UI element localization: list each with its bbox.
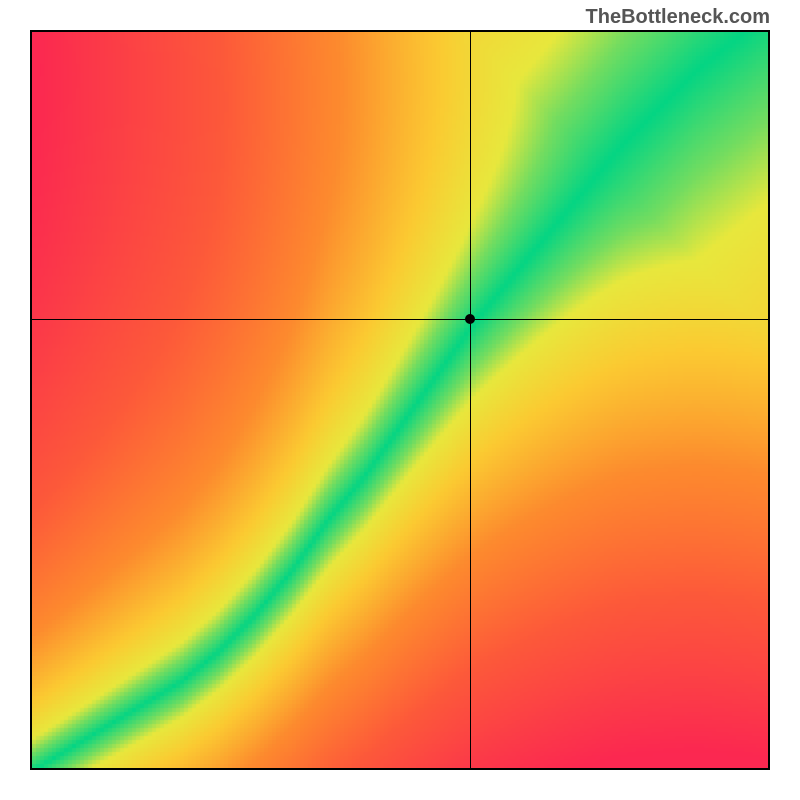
watermark-text: TheBottleneck.com xyxy=(586,6,770,29)
crosshair-marker xyxy=(465,314,475,324)
heatmap-canvas xyxy=(32,32,768,768)
crosshair-vertical xyxy=(470,32,471,768)
chart-container: TheBottleneck.com xyxy=(0,0,800,800)
heatmap-plot xyxy=(30,30,770,770)
crosshair-horizontal xyxy=(32,319,768,320)
